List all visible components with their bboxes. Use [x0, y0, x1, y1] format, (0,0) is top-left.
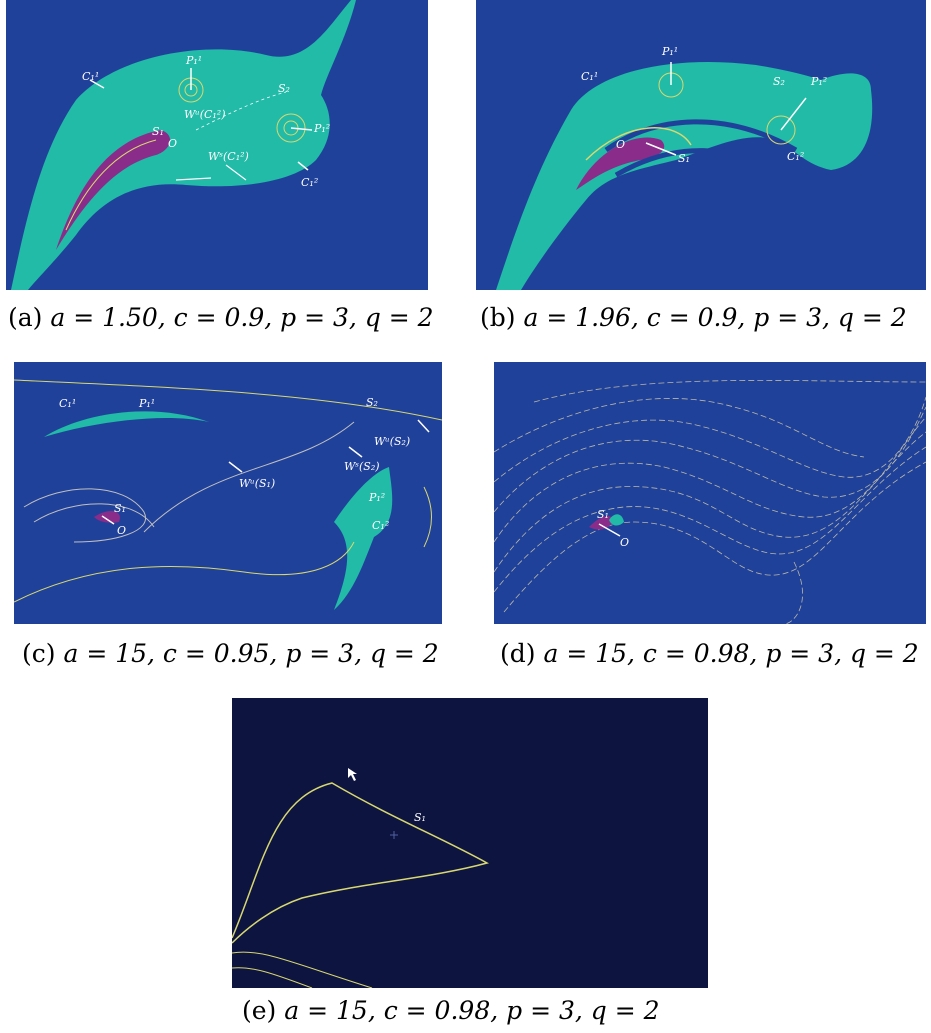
label-C12: C₁²: [787, 150, 804, 163]
label-C11: C₁¹: [82, 70, 99, 83]
panel-b-image: P₁¹ C₁¹ S₂ P₁² O S₁ C₁²: [476, 0, 926, 290]
label-P12: P₁²: [313, 122, 330, 135]
caption-c-tag: (c): [22, 639, 56, 668]
label-P12: P₁²: [368, 491, 385, 504]
caption-a-params: a = 1.50, c = 0.9, p = 3, q = 2: [50, 303, 434, 332]
label-P11: P₁¹: [185, 54, 202, 67]
label-S1: S₁: [597, 508, 609, 521]
label-C12: C₁²: [301, 176, 318, 189]
caption-d-tag: (d): [500, 639, 536, 668]
label-S1: S₁: [414, 811, 426, 824]
caption-d: (d) a = 15, c = 0.98, p = 3, q = 2: [500, 639, 919, 668]
label-C11: C₁¹: [59, 397, 76, 410]
label-WuS1: Wᵘ(S₁): [239, 477, 275, 490]
panel-a-image: C₁¹ P₁¹ S₂ Wᵘ(C₁²) S₁ P₁² O Wˢ(C₁²) C₁²: [6, 0, 428, 290]
caption-e: (e) a = 15, c = 0.98, p = 3, q = 2: [242, 996, 660, 1025]
label-WuS2: Wᵘ(S₂): [374, 435, 410, 448]
label-O: O: [620, 536, 629, 549]
panel-c-image: C₁¹ P₁¹ S₂ Wᵘ(S₂) Wˢ(S₂) Wᵘ(S₁) S₁ O P₁²…: [14, 362, 442, 624]
caption-c: (c) a = 15, c = 0.95, p = 3, q = 2: [22, 639, 439, 668]
caption-d-params: a = 15, c = 0.98, p = 3, q = 2: [543, 639, 919, 668]
caption-a: (a) a = 1.50, c = 0.9, p = 3, q = 2: [8, 303, 434, 332]
label-S2: S₂: [366, 396, 378, 409]
caption-b-params: a = 1.96, c = 0.9, p = 3, q = 2: [523, 303, 907, 332]
panel-e-image: S₁: [232, 698, 708, 988]
label-P11: P₁¹: [661, 45, 678, 58]
caption-b: (b) a = 1.96, c = 0.9, p = 3, q = 2: [480, 303, 907, 332]
label-Ws: Wˢ(C₁²): [208, 150, 249, 163]
label-C11: C₁¹: [581, 70, 598, 83]
caption-a-tag: (a): [8, 303, 43, 332]
panel-d-image: S₁ O: [494, 362, 926, 624]
label-Wu: Wᵘ(C₁²): [184, 108, 226, 121]
label-P11: P₁¹: [138, 397, 155, 410]
caption-c-params: a = 15, c = 0.95, p = 3, q = 2: [63, 639, 439, 668]
label-O: O: [117, 524, 126, 537]
caption-e-tag: (e): [242, 996, 277, 1025]
caption-b-tag: (b): [480, 303, 516, 332]
label-S2: S₂: [773, 75, 785, 88]
label-S2: S₂: [278, 82, 290, 95]
label-S1: S₁: [152, 125, 164, 138]
label-S1: S₁: [114, 502, 126, 515]
label-C12: C₁²: [372, 519, 389, 532]
label-S1: S₁: [678, 152, 690, 165]
caption-e-params: a = 15, c = 0.98, p = 3, q = 2: [284, 996, 660, 1025]
label-O: O: [616, 138, 625, 151]
label-O: O: [168, 137, 177, 150]
label-P12: P₁²: [810, 75, 827, 88]
label-WsS2: Wˢ(S₂): [344, 460, 380, 473]
